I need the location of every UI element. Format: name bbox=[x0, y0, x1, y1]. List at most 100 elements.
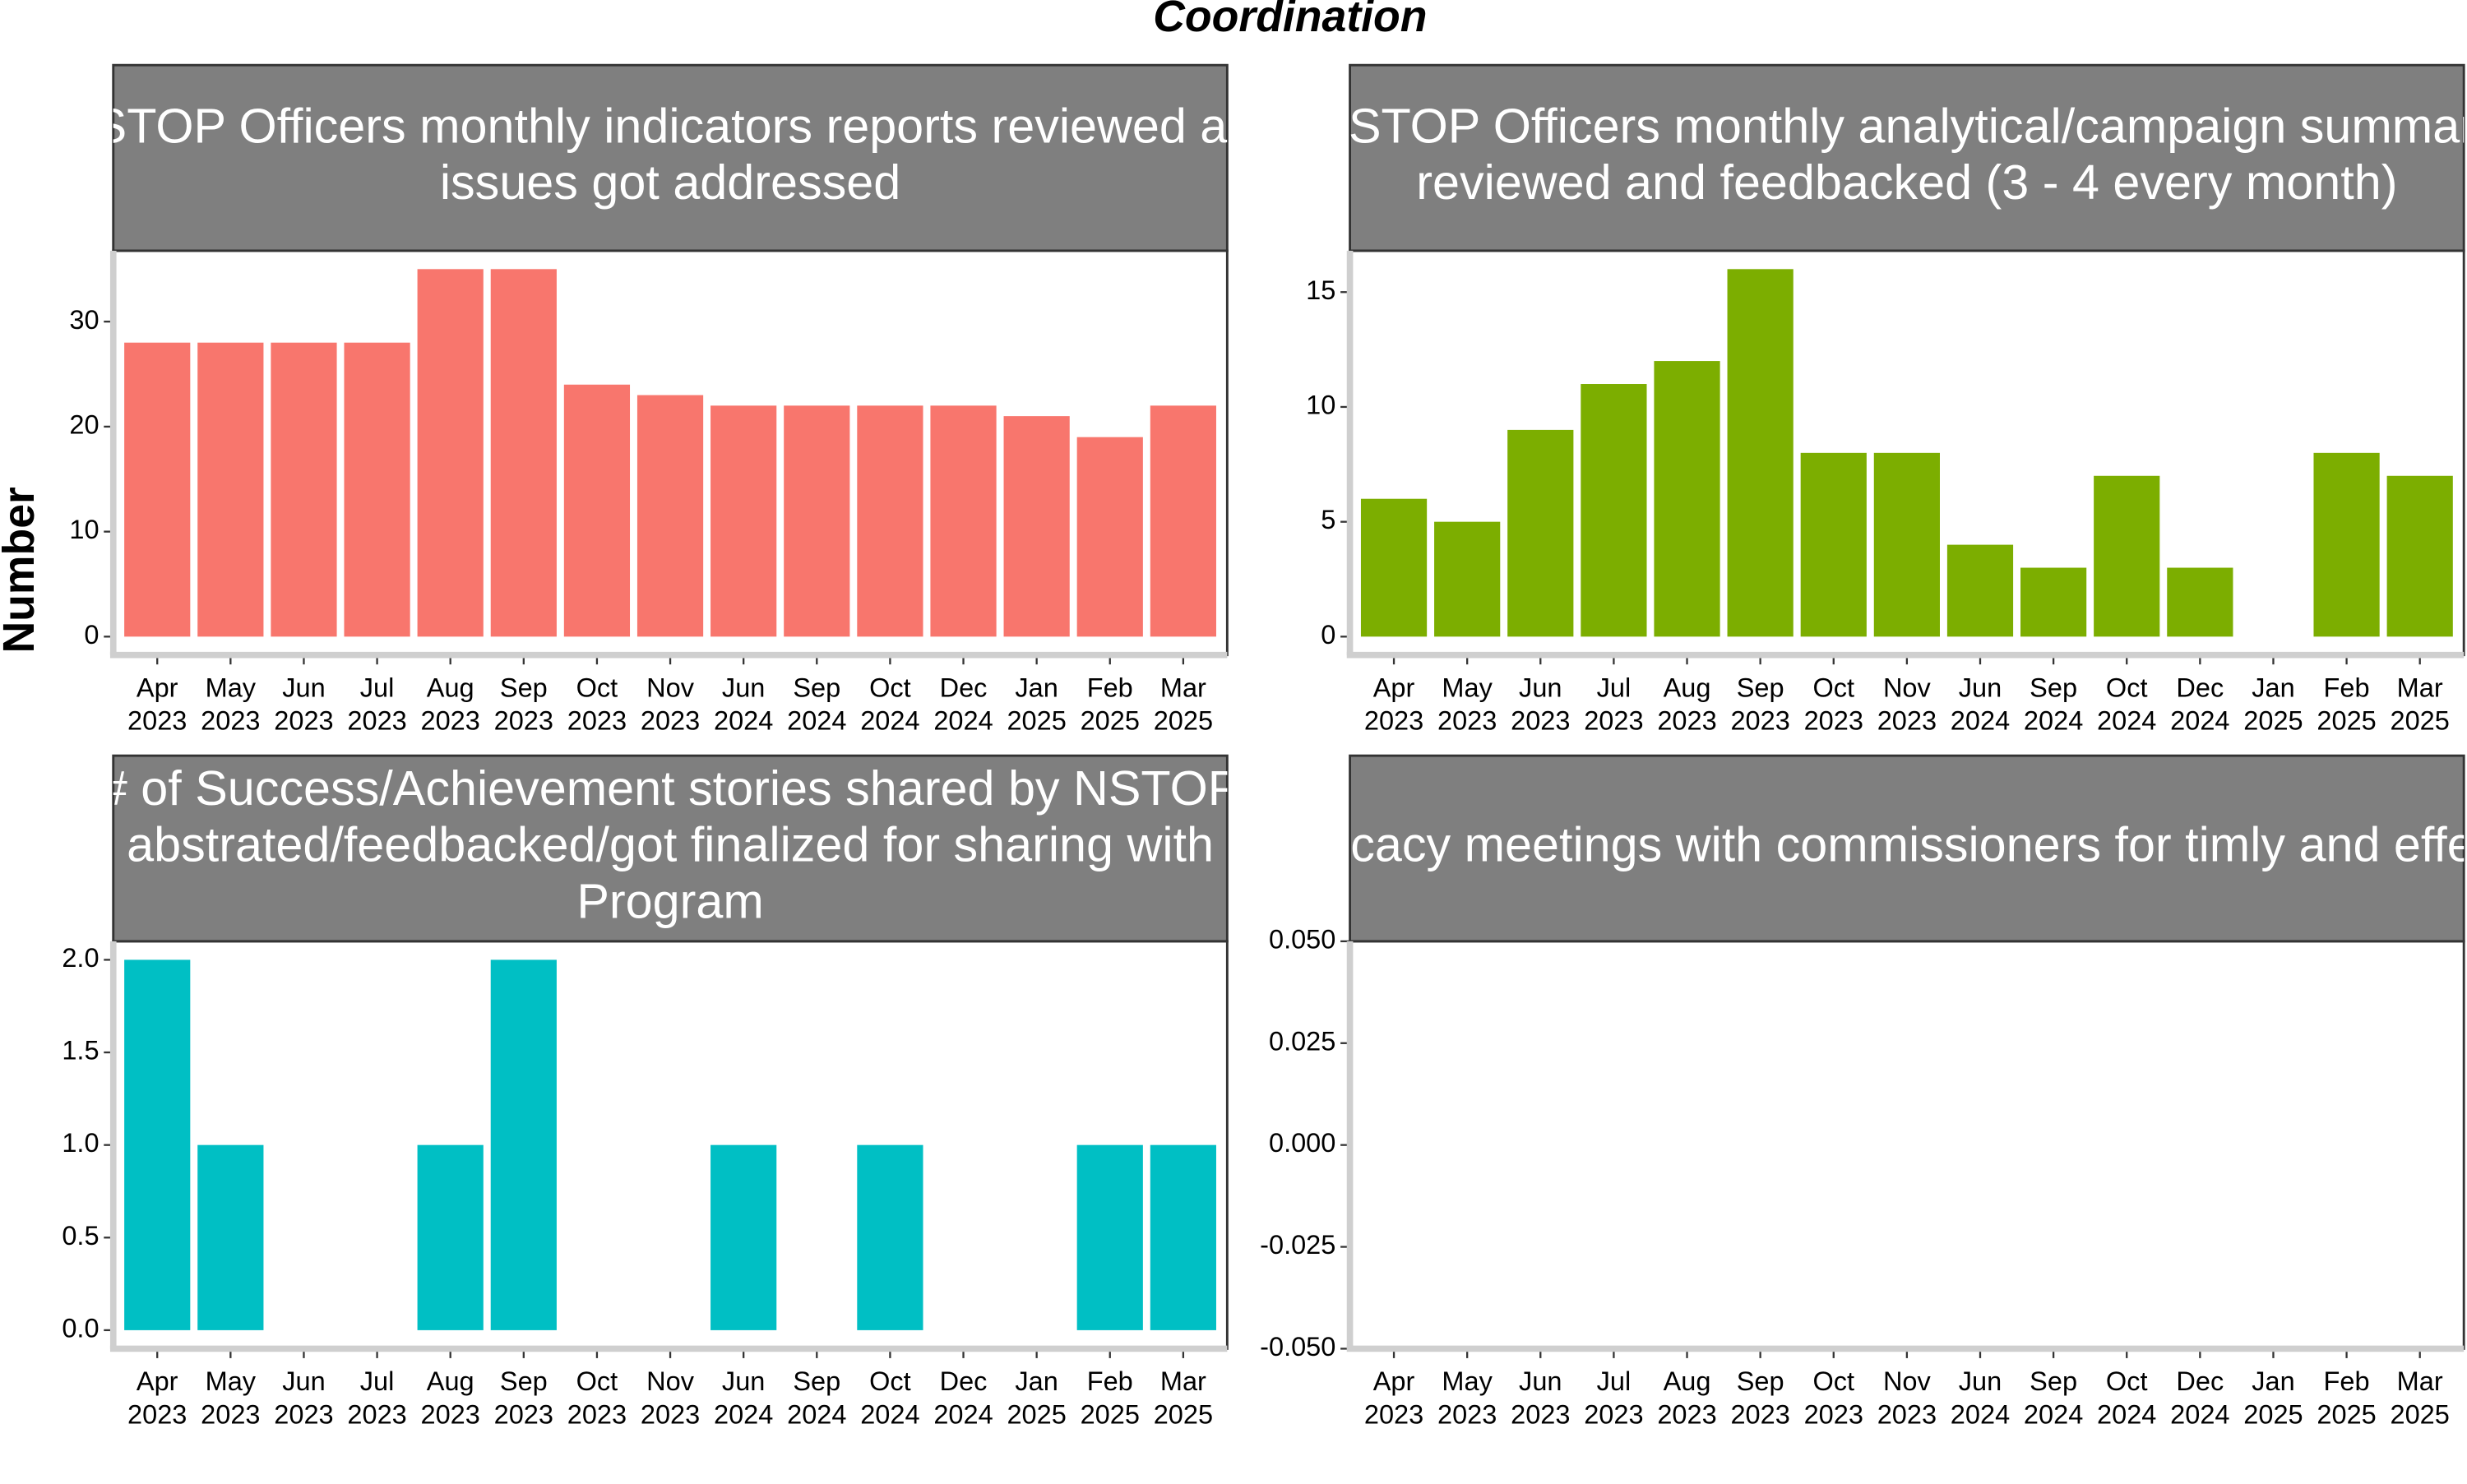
panel-border bbox=[1349, 940, 2465, 1350]
x-tick-label: 2023 bbox=[421, 1399, 480, 1429]
x-tick-label: Feb bbox=[2324, 673, 2370, 702]
strip-title-line: abstrated/feedbacked/got finalized for s… bbox=[127, 817, 1214, 872]
x-tick-label: Apr bbox=[1373, 673, 1415, 702]
bar bbox=[417, 1144, 484, 1330]
x-tick-label: 2024 bbox=[714, 706, 773, 736]
bar bbox=[1581, 384, 1647, 637]
x-tick-label: Mar bbox=[1160, 1366, 1206, 1396]
x-tick-label: 2024 bbox=[1951, 1399, 2010, 1429]
x-tick-label: Dec bbox=[940, 1366, 988, 1396]
x-tick-label: Nov bbox=[646, 673, 695, 702]
x-tick-label: Jun bbox=[282, 673, 325, 702]
x-tick-label: 2024 bbox=[2024, 1399, 2083, 1429]
x-tick-label: Sep bbox=[793, 673, 840, 702]
bar bbox=[930, 405, 997, 637]
x-tick-label: 2023 bbox=[494, 1399, 553, 1429]
bar bbox=[1076, 437, 1143, 637]
bar bbox=[636, 395, 704, 637]
x-tick-label: 2023 bbox=[347, 1399, 406, 1429]
bar bbox=[344, 342, 410, 637]
x-tick-label: 2025 bbox=[2243, 706, 2303, 736]
x-tick-label: 2024 bbox=[860, 706, 919, 736]
x-tick-label: 2024 bbox=[714, 1399, 773, 1429]
x-tick-label: Dec bbox=[2176, 673, 2224, 702]
x-tick-label: Jun bbox=[722, 673, 765, 702]
x-tick-label: Sep bbox=[1737, 673, 1784, 702]
x-tick-label: Mar bbox=[1160, 673, 1206, 702]
strip-title-line: NSTOP Officers monthly indicators report… bbox=[59, 98, 1281, 153]
x-tick-label: 2025 bbox=[1154, 1399, 1213, 1429]
x-tick-label: May bbox=[206, 673, 257, 702]
bar bbox=[1150, 1144, 1216, 1330]
x-tick-label: Sep bbox=[500, 1366, 548, 1396]
bar bbox=[2094, 475, 2160, 637]
bar bbox=[1003, 416, 1070, 637]
bar bbox=[197, 342, 264, 637]
strip-title: NSTOP Officers monthly indicators report… bbox=[59, 98, 1281, 210]
x-tick-label: 2023 bbox=[567, 706, 627, 736]
y-tick-label: 0 bbox=[1321, 620, 1335, 650]
x-tick-label: 2024 bbox=[933, 1399, 993, 1429]
x-tick-label: 2025 bbox=[1154, 706, 1213, 736]
bar bbox=[1946, 544, 2014, 637]
x-tick-label: 2024 bbox=[933, 706, 993, 736]
y-tick-label: -0.050 bbox=[1260, 1332, 1335, 1361]
x-tick-label: Dec bbox=[940, 673, 988, 702]
y-tick-label: 0.0 bbox=[62, 1314, 99, 1343]
chart-title: Coordination bbox=[1153, 0, 1427, 41]
x-tick-label: Jun bbox=[1519, 673, 1562, 702]
y-tick-label: 0 bbox=[84, 620, 99, 650]
strip-title-line: Program bbox=[576, 874, 763, 929]
x-tick-label: Jul bbox=[360, 673, 395, 702]
x-tick-label: 2023 bbox=[641, 706, 700, 736]
x-tick-label: Jan bbox=[2252, 673, 2294, 702]
bar bbox=[563, 384, 631, 637]
x-tick-label: Jan bbox=[1015, 1366, 1058, 1396]
bar bbox=[710, 405, 777, 637]
x-tick-label: Oct bbox=[2106, 1366, 2148, 1396]
x-tick-label: Feb bbox=[1087, 673, 1133, 702]
x-tick-label: Feb bbox=[2324, 1366, 2370, 1396]
y-tick-label: 5 bbox=[1321, 505, 1335, 534]
x-tick-label: 2023 bbox=[127, 706, 187, 736]
y-tick-label: 0.050 bbox=[1269, 924, 1335, 954]
x-tick-label: Jun bbox=[722, 1366, 765, 1396]
strip-title: Advocacy meetings with commissioners for… bbox=[1350, 817, 2465, 872]
strip bbox=[1349, 63, 2465, 252]
strip-title: # of Success/Achievement stories shared … bbox=[113, 760, 1228, 929]
bar bbox=[857, 405, 923, 637]
bar bbox=[271, 342, 337, 637]
x-tick-label: 2024 bbox=[1951, 706, 2010, 736]
x-tick-label: 2025 bbox=[2391, 706, 2450, 736]
strip-title-line: issues got addressed bbox=[440, 155, 900, 210]
x-tick-label: Jan bbox=[1015, 673, 1058, 702]
x-tick-label: Mar bbox=[2397, 673, 2443, 702]
y-tick-label: 0.5 bbox=[62, 1221, 99, 1251]
x-tick-label: Apr bbox=[1373, 1366, 1415, 1396]
x-tick-label: 2023 bbox=[1657, 1399, 1716, 1429]
bar bbox=[490, 269, 557, 637]
bar bbox=[2386, 475, 2453, 637]
bar bbox=[1507, 429, 1574, 637]
y-tick-label: 15 bbox=[1306, 275, 1335, 305]
x-tick-label: 2023 bbox=[1584, 1399, 1643, 1429]
x-tick-label: 2023 bbox=[1584, 706, 1643, 736]
y-tick-label: 10 bbox=[69, 515, 99, 544]
x-tick-label: Aug bbox=[427, 1366, 474, 1396]
bar bbox=[1727, 269, 1794, 637]
x-tick-label: 2023 bbox=[127, 1399, 187, 1429]
x-tick-label: 2025 bbox=[2317, 706, 2376, 736]
strip-title-line: reviewed and feedbacked (3 - 4 every mon… bbox=[1416, 155, 2397, 210]
x-tick-label: Jun bbox=[1959, 1366, 2002, 1396]
x-tick-label: Jun bbox=[1959, 673, 2002, 702]
x-tick-label: 2023 bbox=[494, 706, 553, 736]
bar bbox=[784, 405, 850, 637]
bar bbox=[124, 342, 191, 637]
bar bbox=[124, 959, 191, 1330]
x-tick-label: Jun bbox=[282, 1366, 325, 1396]
x-tick-label: Aug bbox=[1664, 673, 1711, 702]
panel-border bbox=[112, 940, 1229, 1350]
x-tick-label: Dec bbox=[2176, 1366, 2224, 1396]
x-tick-label: 2025 bbox=[2391, 1399, 2450, 1429]
